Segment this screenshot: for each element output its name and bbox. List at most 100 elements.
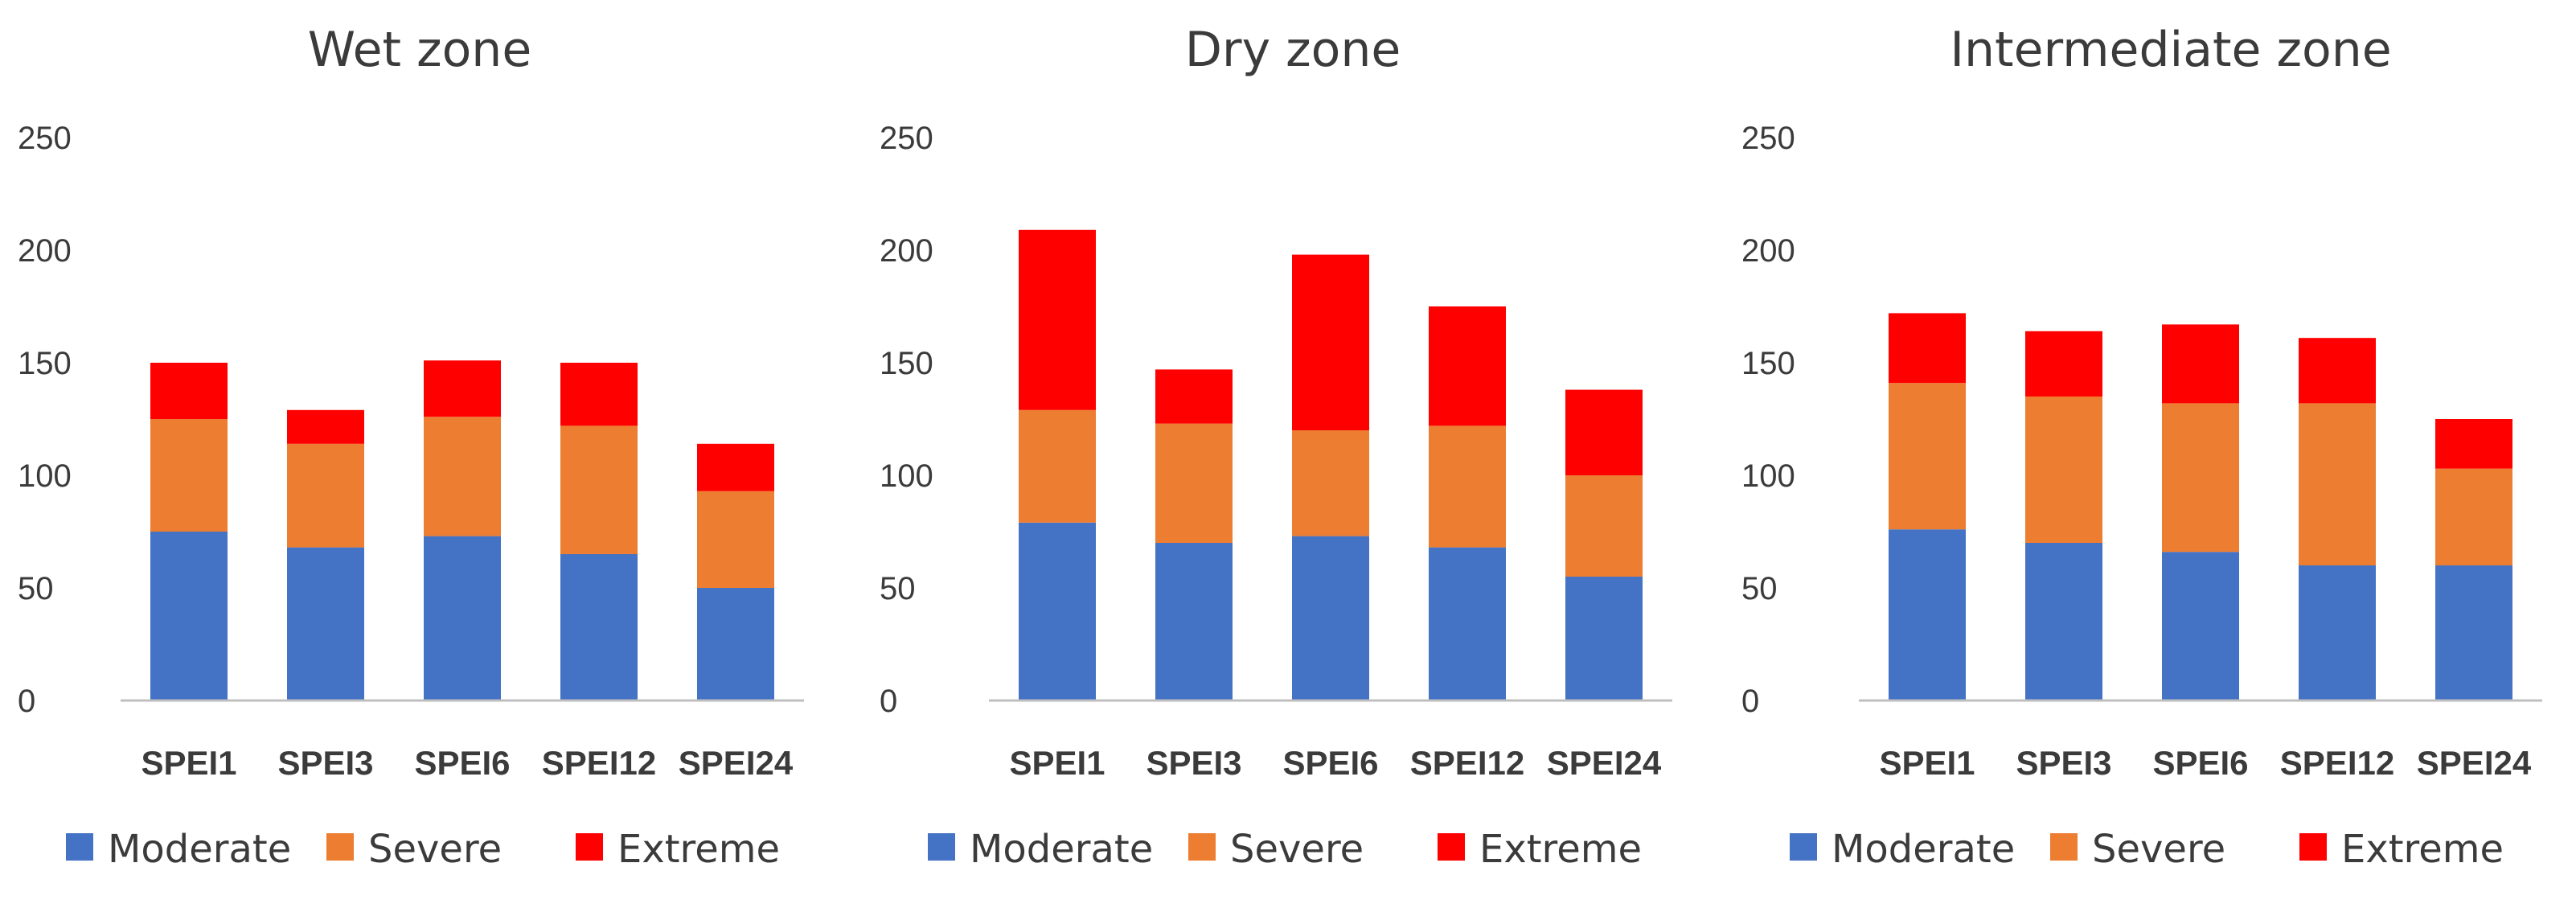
bar-severe-spei3 [1155, 423, 1233, 543]
x-tick-label: SPEI6 [1282, 744, 1378, 782]
legend-swatch-extreme [576, 833, 603, 861]
y-tick-label: 200 [880, 233, 933, 269]
x-tick-label: SPEI12 [542, 744, 656, 782]
bar-extreme-spei24 [1565, 389, 1643, 475]
x-tick-label: SPEI3 [2016, 744, 2111, 782]
legend-label-severe: Severe [368, 827, 502, 872]
bar-extreme-spei6 [424, 360, 501, 417]
y-tick-label: 150 [18, 346, 72, 381]
x-tick-label: SPEI24 [1547, 744, 1662, 782]
legend-swatch-moderate [1790, 833, 1817, 861]
y-tick-label: 250 [18, 121, 72, 156]
y-tick-label: 100 [1741, 458, 1795, 494]
bar-moderate-spei24 [1565, 577, 1643, 701]
y-tick-label: 0 [880, 684, 897, 719]
bar-severe-spei12 [1429, 425, 1506, 548]
bar-moderate-spei3 [2025, 543, 2102, 701]
legend-label-extreme: Extreme [617, 827, 780, 872]
x-tick-label: SPEI12 [1410, 744, 1524, 782]
y-tick-label: 100 [18, 458, 72, 494]
y-tick-label: 50 [1741, 571, 1778, 606]
x-tick-label: SPEI24 [2417, 744, 2532, 782]
legend-label-extreme: Extreme [1479, 827, 1642, 872]
y-tick-label: 100 [880, 458, 933, 494]
bar-extreme-spei1 [1889, 313, 1966, 384]
bar-extreme-spei24 [2435, 419, 2512, 469]
x-tick-label: SPEI1 [1879, 744, 1975, 782]
legend-label-extreme: Extreme [2341, 827, 2504, 872]
x-tick-label: SPEI6 [414, 744, 510, 782]
y-tick-label: 0 [18, 684, 35, 719]
bar-severe-spei1 [1019, 409, 1096, 523]
chart-panel-2: Dry zone 0 50 100 150 200 250 SPEI1 SPEI3 SPEI6 SP… [880, 22, 1672, 872]
bar-severe-spei6 [1292, 430, 1369, 536]
bar-severe-spei6 [2162, 403, 2239, 553]
bar-moderate-spei12 [2299, 565, 2376, 701]
chart-panel-1: Wet zone 0 50 100 150 200 250 SPEI1 SPEI3 SPEI6 SP… [18, 22, 804, 872]
legend-swatch-moderate [928, 833, 955, 861]
x-tick-label: SPEI24 [679, 744, 794, 782]
chart-title: Intermediate zone [1950, 22, 2391, 78]
x-tick-label: SPEI3 [1146, 744, 1241, 782]
bar-moderate-spei1 [1889, 529, 1966, 701]
x-tick-label: SPEI3 [277, 744, 373, 782]
y-tick-label: 200 [18, 233, 72, 269]
bar-moderate-spei6 [424, 536, 501, 701]
bar-extreme-spei12 [560, 363, 638, 426]
x-tick-label: SPEI1 [141, 744, 236, 782]
bar-severe-spei24 [2435, 468, 2512, 565]
bar-extreme-spei3 [2025, 331, 2102, 397]
bar-moderate-spei24 [2435, 565, 2512, 701]
legend-swatch-severe [326, 833, 354, 861]
bar-severe-spei24 [697, 491, 774, 588]
bar-moderate-spei3 [287, 547, 364, 701]
bar-moderate-spei1 [1019, 522, 1096, 701]
bar-extreme-spei6 [1292, 254, 1369, 430]
bar-moderate-spei3 [1155, 543, 1233, 701]
bar-extreme-spei1 [150, 363, 228, 419]
legend-label-moderate: Moderate [108, 827, 291, 872]
bar-extreme-spei12 [2299, 338, 2376, 404]
legend-label-severe: Severe [2092, 827, 2225, 872]
bar-severe-spei12 [560, 425, 638, 554]
bar-extreme-spei12 [1429, 306, 1506, 426]
chart-title: Wet zone [308, 22, 531, 78]
y-tick-label: 50 [18, 571, 54, 606]
bar-extreme-spei3 [1155, 369, 1233, 424]
y-tick-label: 50 [880, 571, 916, 606]
bar-extreme-spei1 [1019, 229, 1096, 410]
bar-extreme-spei3 [287, 409, 364, 444]
bar-severe-spei24 [1565, 475, 1643, 577]
bar-severe-spei3 [2025, 397, 2102, 543]
chart-panel-3: Intermediate zone 0 50 100 150 200 250 SPEI1 SPE… [1741, 22, 2542, 872]
legend-label-moderate: Moderate [970, 827, 1153, 872]
bar-severe-spei6 [424, 417, 501, 536]
x-tick-label: SPEI6 [2152, 744, 2248, 782]
bar-extreme-spei6 [2162, 324, 2239, 404]
legend-swatch-moderate [66, 833, 93, 861]
bar-moderate-spei24 [697, 588, 774, 701]
bar-severe-spei3 [287, 443, 364, 548]
legend-swatch-extreme [2299, 833, 2327, 861]
bar-moderate-spei12 [560, 554, 638, 701]
y-tick-label: 250 [1741, 121, 1795, 156]
x-tick-label: SPEI12 [2280, 744, 2394, 782]
bar-severe-spei1 [1889, 383, 1966, 530]
legend-label-moderate: Moderate [1832, 827, 2015, 872]
bar-moderate-spei6 [2162, 552, 2239, 701]
legend-swatch-extreme [1438, 833, 1465, 861]
legend-swatch-severe [1188, 833, 1216, 861]
bar-severe-spei12 [2299, 403, 2376, 565]
y-tick-label: 0 [1741, 684, 1759, 719]
legend-label-severe: Severe [1230, 827, 1364, 872]
chart-title: Dry zone [1185, 22, 1401, 78]
bar-extreme-spei24 [697, 443, 774, 491]
legend-swatch-severe [2050, 833, 2078, 861]
y-tick-label: 250 [880, 121, 933, 156]
bar-moderate-spei6 [1292, 536, 1369, 701]
bar-moderate-spei1 [150, 532, 228, 701]
bar-severe-spei1 [150, 419, 228, 532]
y-tick-label: 150 [1741, 346, 1795, 381]
